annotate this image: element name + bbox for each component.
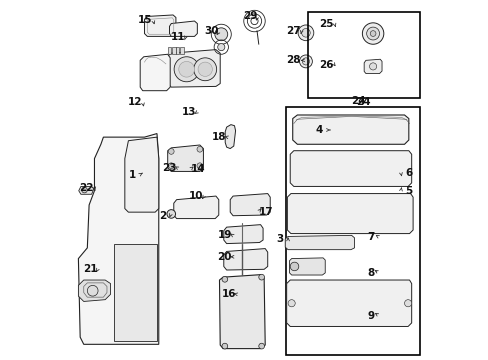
Circle shape bbox=[179, 62, 194, 77]
Circle shape bbox=[290, 262, 298, 271]
Text: 20: 20 bbox=[217, 252, 232, 262]
Text: 16: 16 bbox=[222, 289, 236, 299]
Text: 6: 6 bbox=[405, 168, 411, 178]
Polygon shape bbox=[172, 47, 176, 54]
Polygon shape bbox=[286, 280, 411, 327]
Circle shape bbox=[362, 23, 383, 44]
Circle shape bbox=[222, 343, 227, 349]
Circle shape bbox=[258, 343, 264, 349]
Circle shape bbox=[81, 187, 87, 193]
Text: 9: 9 bbox=[367, 311, 374, 321]
Text: 5: 5 bbox=[405, 186, 411, 196]
Circle shape bbox=[168, 149, 174, 154]
Text: 14: 14 bbox=[190, 164, 205, 174]
Polygon shape bbox=[224, 249, 267, 270]
Polygon shape bbox=[289, 258, 325, 275]
Circle shape bbox=[217, 44, 224, 51]
Text: 17: 17 bbox=[258, 207, 273, 217]
Polygon shape bbox=[78, 134, 159, 344]
Bar bbox=[285, 107, 419, 355]
Text: 4: 4 bbox=[315, 125, 323, 135]
Circle shape bbox=[301, 28, 309, 37]
Polygon shape bbox=[285, 235, 354, 249]
Polygon shape bbox=[124, 137, 159, 212]
Text: 13: 13 bbox=[182, 107, 196, 117]
Polygon shape bbox=[287, 194, 412, 234]
Circle shape bbox=[258, 274, 264, 280]
Polygon shape bbox=[290, 151, 411, 186]
Circle shape bbox=[404, 300, 411, 307]
Text: 30: 30 bbox=[204, 26, 219, 36]
Text: 1: 1 bbox=[128, 170, 135, 180]
Circle shape bbox=[287, 300, 295, 307]
Text: 26: 26 bbox=[319, 60, 333, 70]
Polygon shape bbox=[180, 47, 183, 54]
Polygon shape bbox=[225, 125, 235, 149]
Circle shape bbox=[366, 27, 379, 40]
Circle shape bbox=[299, 55, 312, 68]
Text: 15: 15 bbox=[138, 15, 152, 25]
Circle shape bbox=[369, 31, 375, 36]
Text: 22: 22 bbox=[79, 183, 94, 193]
Text: 12: 12 bbox=[127, 97, 142, 107]
Polygon shape bbox=[169, 21, 197, 36]
Polygon shape bbox=[292, 115, 408, 144]
Circle shape bbox=[197, 163, 203, 168]
Polygon shape bbox=[166, 50, 220, 87]
Polygon shape bbox=[167, 47, 171, 54]
Text: 8: 8 bbox=[367, 268, 374, 278]
Text: 7: 7 bbox=[367, 232, 374, 242]
Circle shape bbox=[174, 57, 199, 82]
Text: 2: 2 bbox=[159, 211, 165, 221]
Polygon shape bbox=[144, 15, 176, 36]
Circle shape bbox=[87, 285, 98, 296]
Text: 28: 28 bbox=[286, 55, 301, 65]
Polygon shape bbox=[140, 54, 170, 91]
Text: 23: 23 bbox=[162, 163, 176, 173]
Text: 24: 24 bbox=[351, 96, 366, 106]
Polygon shape bbox=[219, 275, 264, 348]
Polygon shape bbox=[230, 194, 270, 216]
Circle shape bbox=[198, 62, 212, 76]
Circle shape bbox=[369, 63, 376, 70]
Polygon shape bbox=[79, 186, 94, 194]
Polygon shape bbox=[364, 59, 381, 73]
Text: 11: 11 bbox=[170, 32, 184, 42]
Circle shape bbox=[197, 147, 203, 152]
Circle shape bbox=[298, 25, 313, 41]
Polygon shape bbox=[78, 280, 110, 301]
Bar bbox=[307, 12, 419, 98]
Text: 19: 19 bbox=[217, 230, 232, 240]
Text: 10: 10 bbox=[189, 191, 203, 201]
Text: 24: 24 bbox=[355, 97, 370, 107]
Text: 27: 27 bbox=[286, 26, 301, 36]
Polygon shape bbox=[114, 244, 157, 341]
Circle shape bbox=[168, 163, 174, 168]
Text: 18: 18 bbox=[212, 132, 226, 142]
Circle shape bbox=[302, 58, 309, 65]
Text: 21: 21 bbox=[83, 264, 97, 274]
Text: 3: 3 bbox=[276, 234, 283, 244]
Polygon shape bbox=[224, 225, 263, 244]
Polygon shape bbox=[167, 145, 203, 171]
Text: 25: 25 bbox=[319, 18, 333, 28]
Text: 29: 29 bbox=[242, 11, 257, 21]
Circle shape bbox=[193, 58, 216, 81]
Circle shape bbox=[166, 210, 175, 218]
Polygon shape bbox=[173, 196, 218, 219]
Circle shape bbox=[214, 28, 227, 41]
Circle shape bbox=[222, 276, 227, 282]
Polygon shape bbox=[176, 47, 179, 54]
